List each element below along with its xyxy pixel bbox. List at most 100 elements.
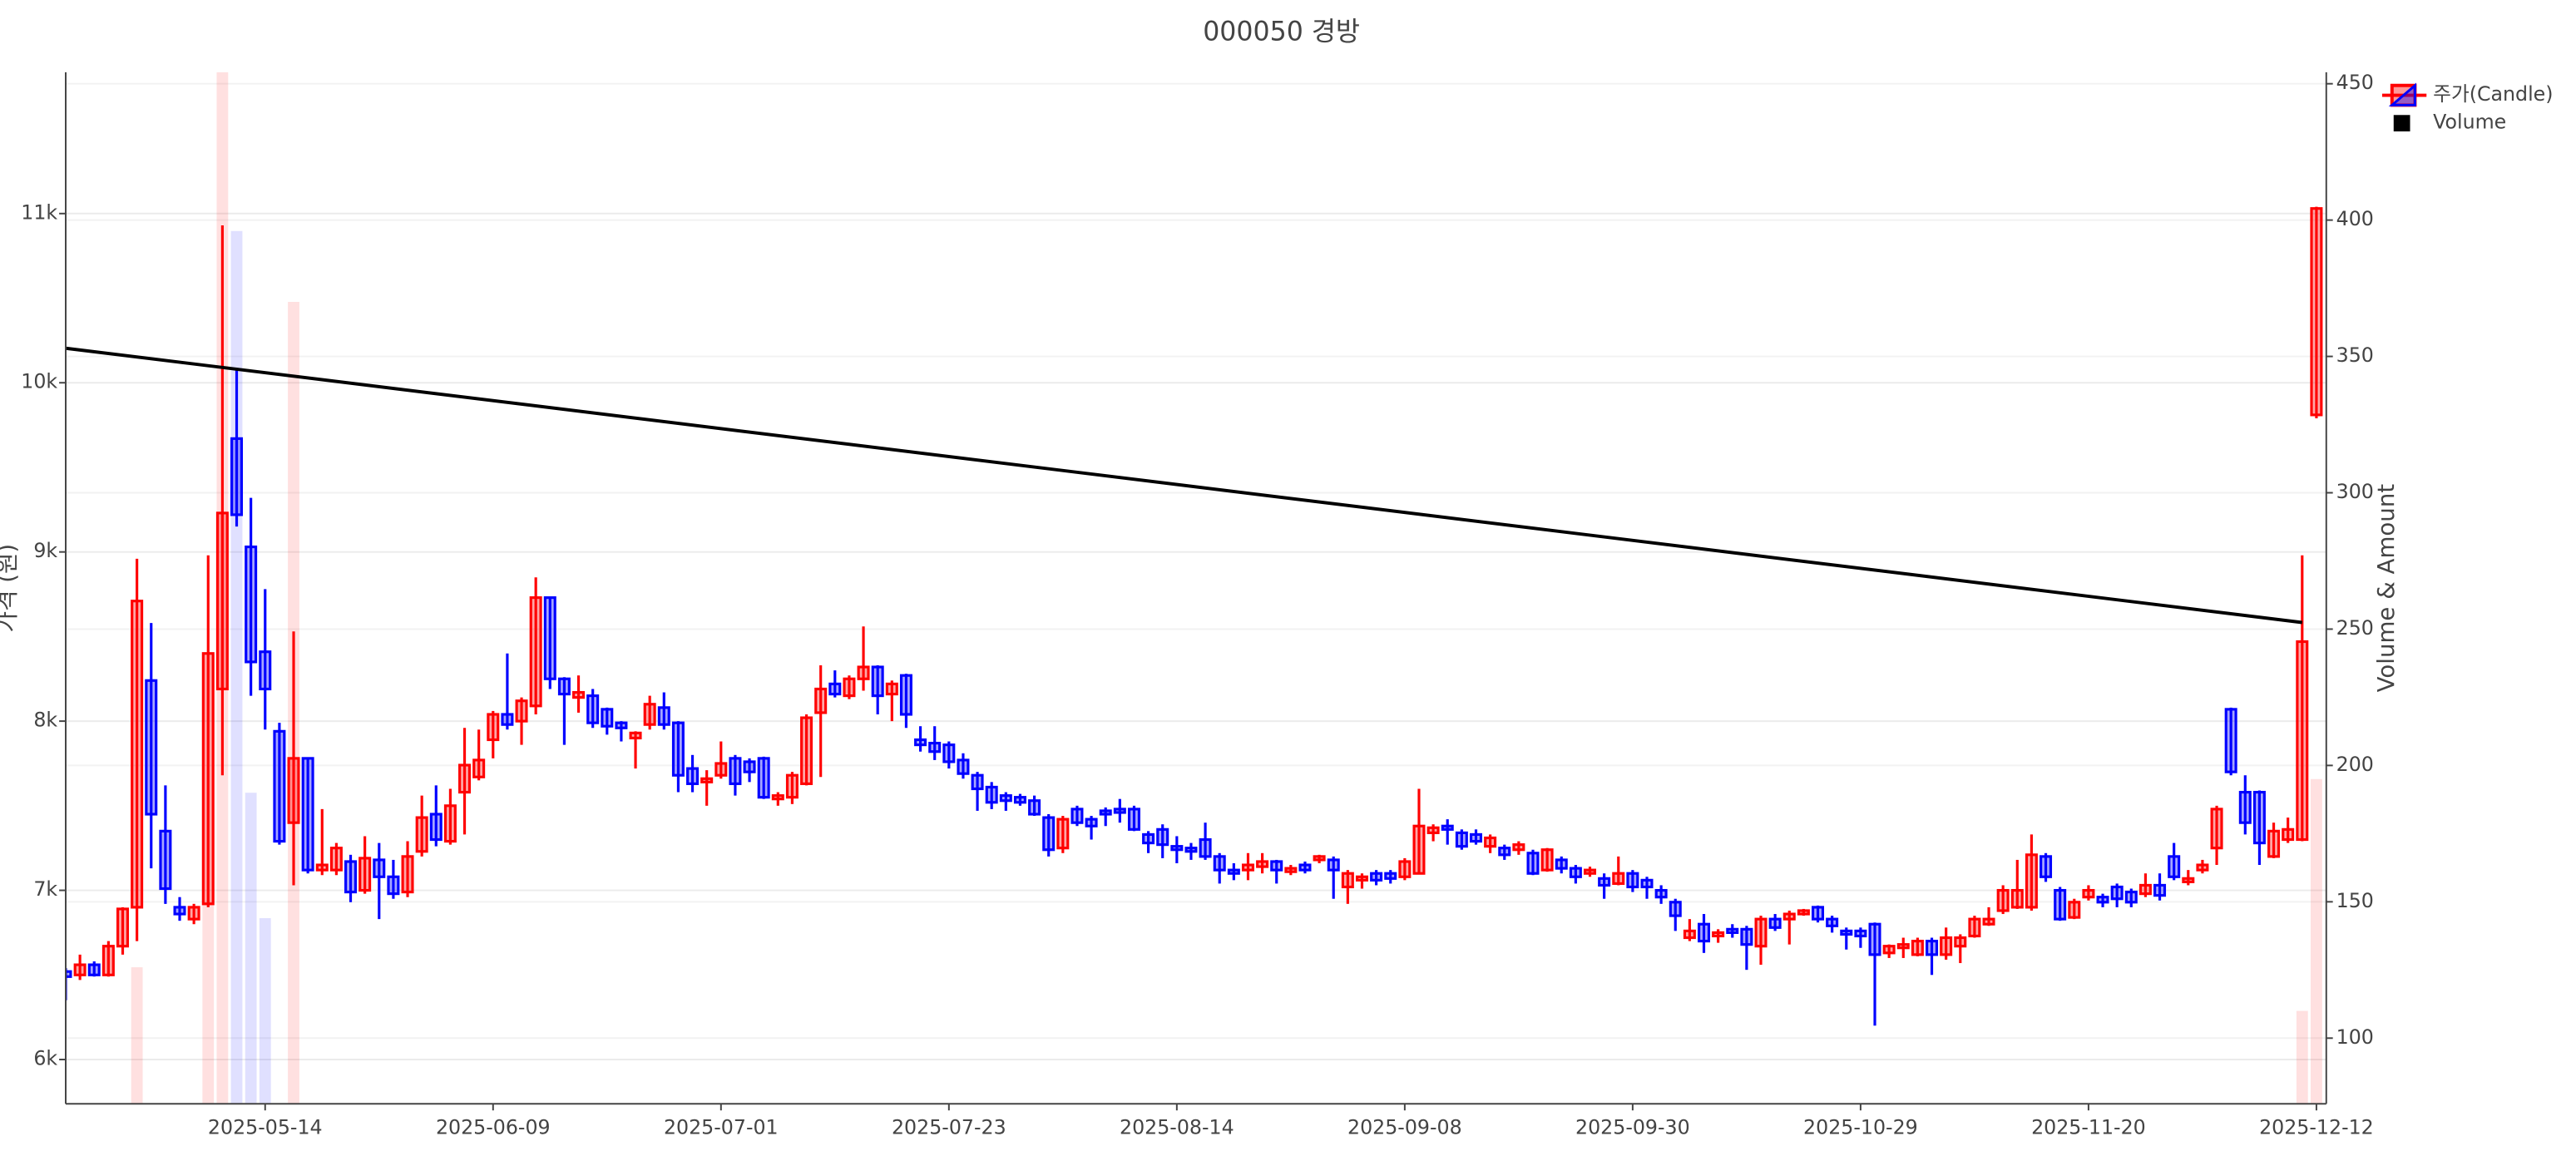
- candle-body: [1911, 940, 1924, 956]
- candle-body: [429, 813, 443, 842]
- candle-body: [1184, 847, 1198, 853]
- candle-body: [1142, 832, 1155, 845]
- volume-bar: [259, 918, 271, 1104]
- candle-body: [2110, 885, 2124, 901]
- candle-body: [472, 758, 486, 778]
- candle-body: [871, 665, 884, 698]
- y-tick-label: 9k: [33, 539, 57, 562]
- candle-body: [729, 757, 742, 785]
- candle-body: [373, 858, 386, 878]
- candle-body: [1654, 888, 1668, 899]
- candle-body: [529, 596, 542, 708]
- candle-body: [458, 763, 472, 794]
- candle-body: [914, 738, 927, 747]
- candle-body: [2182, 877, 2195, 883]
- candle-body: [928, 741, 942, 753]
- candle-body: [245, 545, 258, 664]
- candle-body: [1726, 927, 1739, 934]
- candle-body: [443, 804, 457, 843]
- candle-body: [1754, 917, 1768, 948]
- x-tick-label: 2025-09-08: [1347, 1115, 1462, 1139]
- volume-bar: [2311, 778, 2322, 1104]
- candle-body: [116, 907, 130, 948]
- overlay: 6k 7k 8k 9k 10k 11k 100 150 200 250 300 350 400 450 20…: [21, 71, 2374, 1139]
- candle-body: [2040, 855, 2053, 878]
- y2-tick-label: 100: [2336, 1025, 2374, 1049]
- candle-body: [1384, 872, 1397, 880]
- candle-body: [686, 767, 700, 785]
- candle-body: [828, 682, 842, 696]
- candle-body: [1284, 867, 1298, 873]
- candle-body: [315, 863, 329, 872]
- candle-body: [1070, 808, 1084, 824]
- legend: 주가(Candle) Volume: [2381, 82, 2553, 134]
- x-tick-label: 2025-07-01: [664, 1115, 779, 1139]
- x-tick-label: 2025-09-30: [1575, 1115, 1690, 1139]
- candle-body: [1712, 931, 1725, 938]
- candle-layer: [66, 206, 2323, 1026]
- x-tick-label: 2025-12-12: [2259, 1115, 2374, 1139]
- x-tick-label: 2025-08-14: [1120, 1115, 1234, 1139]
- candle-body: [159, 829, 172, 891]
- candle-body: [1669, 901, 1682, 917]
- candle-body: [957, 758, 970, 775]
- candle-body: [1042, 816, 1056, 852]
- candle-body: [557, 677, 571, 696]
- candle-body: [401, 855, 414, 894]
- candle-body: [230, 437, 244, 516]
- candle-body: [1412, 824, 1426, 875]
- candle-body: [1256, 860, 1269, 868]
- candle-body: [2082, 888, 2095, 899]
- candle-body: [173, 906, 186, 916]
- legend-candle-swatch-down: [2388, 82, 2416, 106]
- candle-body: [415, 816, 428, 853]
- candle-body: [344, 860, 358, 894]
- candle-body: [2138, 883, 2152, 896]
- candle-body: [1612, 872, 1625, 885]
- candle-body: [2025, 853, 2038, 909]
- candle-body: [1926, 940, 1939, 956]
- candle-body: [1028, 799, 1041, 816]
- candle-body: [543, 596, 556, 680]
- candle-body: [1370, 872, 1383, 882]
- candle-body: [657, 706, 670, 726]
- candle-body: [2054, 888, 2067, 921]
- candle-body: [358, 857, 372, 892]
- candle-body: [1213, 855, 1226, 872]
- candle-body: [1199, 837, 1212, 858]
- candle-body: [1113, 808, 1126, 814]
- candle-body: [1882, 945, 1896, 955]
- y2-tick-label: 450: [2336, 71, 2374, 94]
- candle-body: [1170, 845, 1184, 852]
- candle-body: [515, 699, 528, 723]
- candle-body: [1441, 824, 1454, 831]
- volume-bar: [131, 967, 143, 1104]
- candle-body: [1940, 936, 1953, 956]
- candle-body: [800, 716, 813, 785]
- candle-body: [999, 794, 1012, 803]
- candle-body: [1740, 927, 1753, 946]
- x-tick-label: 2025-06-09: [436, 1115, 551, 1139]
- y-tick-label: 8k: [33, 709, 57, 732]
- y-tick-label: 6k: [33, 1046, 57, 1069]
- candle-body: [1227, 868, 1240, 875]
- candle-body: [2210, 808, 2223, 850]
- y2-tick-label: 250: [2336, 616, 2374, 640]
- candle-body: [73, 963, 87, 976]
- y2-tick-label: 150: [2336, 889, 2374, 912]
- candle-body: [899, 674, 912, 716]
- y2-tick-label: 400: [2336, 207, 2374, 230]
- candle-body: [215, 511, 229, 691]
- candle-body: [1683, 929, 1696, 940]
- candle-body: [1626, 872, 1639, 889]
- candle-body: [1469, 832, 1482, 843]
- candle-body: [1768, 917, 1782, 929]
- candle-body: [629, 731, 642, 740]
- candle-body: [2224, 708, 2237, 773]
- candle-body: [2196, 863, 2209, 872]
- candle-body: [671, 721, 685, 777]
- candle-body: [1013, 796, 1026, 804]
- candle-body: [1526, 852, 1540, 875]
- candle-body: [1797, 909, 1810, 916]
